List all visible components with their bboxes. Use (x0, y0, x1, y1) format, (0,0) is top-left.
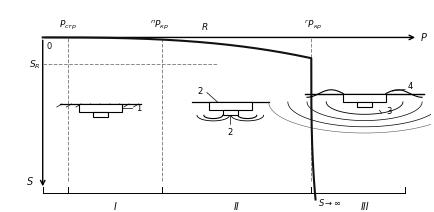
Text: $P_{стр}$: $P_{стр}$ (59, 19, 77, 32)
Text: III: III (359, 202, 368, 212)
Text: $^{п}P_{кр}$: $^{п}P_{кр}$ (150, 19, 169, 32)
Text: I: I (113, 202, 116, 212)
Text: II: II (233, 202, 239, 212)
Text: 3: 3 (385, 107, 390, 116)
Bar (92, 112, 108, 117)
Text: $R$: $R$ (201, 21, 208, 32)
Bar (79, 104, 122, 112)
Text: $^{г}P_{кр}$: $^{г}P_{кр}$ (303, 19, 322, 32)
Text: 2: 2 (227, 128, 232, 137)
Bar (356, 102, 371, 107)
Bar (222, 110, 237, 115)
Text: $S\rightarrow\infty$: $S\rightarrow\infty$ (317, 197, 341, 208)
Text: 2: 2 (197, 87, 203, 96)
Text: $0$: $0$ (46, 39, 53, 50)
Text: 1: 1 (136, 104, 141, 113)
Text: 4: 4 (406, 82, 411, 91)
Text: $S_R$: $S_R$ (29, 58, 40, 71)
Text: $P$: $P$ (419, 31, 427, 43)
Bar (342, 93, 385, 102)
Bar (208, 102, 251, 110)
Text: $S$: $S$ (26, 175, 34, 187)
